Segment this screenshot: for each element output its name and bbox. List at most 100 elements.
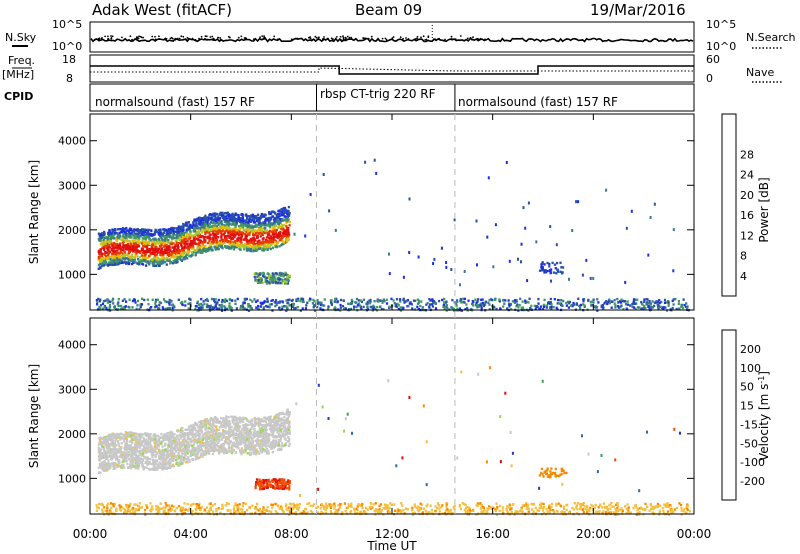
power-cell xyxy=(151,257,154,261)
power-cell xyxy=(373,158,376,162)
velocity-cell xyxy=(102,438,105,442)
power-cell xyxy=(113,243,116,247)
power-cell xyxy=(433,301,437,304)
power-cell xyxy=(143,242,146,245)
power-cell xyxy=(370,306,373,309)
power-cell xyxy=(115,250,119,254)
power-cell xyxy=(191,247,194,250)
power-cell xyxy=(202,248,205,251)
power-cell xyxy=(257,213,260,216)
velocity-cell xyxy=(181,439,184,442)
power-cell xyxy=(247,239,250,242)
power-cell xyxy=(168,307,171,310)
power-cell xyxy=(115,261,119,264)
power-cell xyxy=(98,263,102,266)
power-cell xyxy=(231,245,234,248)
power-cell xyxy=(254,223,257,226)
power-cell xyxy=(134,232,137,235)
power-cell xyxy=(284,207,287,210)
power-cell xyxy=(245,238,248,241)
power-cell xyxy=(201,219,204,222)
power-cell xyxy=(261,227,264,230)
power-cell xyxy=(185,253,189,256)
power-cell xyxy=(130,247,134,251)
power-cell xyxy=(258,219,261,223)
power-cell xyxy=(601,303,604,307)
power-cell xyxy=(559,261,562,264)
power-cell xyxy=(613,302,616,305)
power-cell xyxy=(256,299,259,302)
power-cell xyxy=(585,258,588,262)
power-cell xyxy=(208,216,211,220)
power-cell xyxy=(119,235,122,238)
power-cell xyxy=(161,257,164,260)
noise-search-point xyxy=(450,38,453,40)
power-cell xyxy=(136,262,139,265)
power-cell xyxy=(176,256,179,259)
power-cell xyxy=(267,240,270,243)
velocity-cell xyxy=(191,447,194,450)
velocity-cell xyxy=(166,434,169,437)
power-cell xyxy=(269,247,272,251)
cpid-segment-3: normalsound (fast) 157 RF xyxy=(458,95,618,109)
velocity-cell xyxy=(129,431,132,434)
power-cell xyxy=(196,242,199,246)
power-cell xyxy=(106,298,109,301)
noise-panel: N.Sky 10^5 10^0 10^5 10^0 N.Search xyxy=(5,18,796,53)
power-cell xyxy=(256,240,259,243)
power-cell xyxy=(250,214,253,217)
power-cell xyxy=(221,247,224,250)
power-cell xyxy=(678,307,681,310)
power-cell xyxy=(123,257,126,260)
power-cell xyxy=(167,230,170,233)
noise-search-point xyxy=(142,36,145,39)
power-cell xyxy=(263,215,266,218)
power-cell xyxy=(535,240,538,244)
power-cell xyxy=(108,241,111,245)
power-cell xyxy=(137,245,141,248)
power-cell xyxy=(241,216,244,220)
power-cell xyxy=(245,220,248,224)
power-cell xyxy=(249,226,252,229)
velocity-cell xyxy=(265,440,268,444)
power-cell xyxy=(101,252,104,255)
power-cell xyxy=(231,215,234,218)
power-cell xyxy=(582,298,585,301)
power-cell xyxy=(155,256,158,259)
power-cell xyxy=(545,304,549,307)
power-cell xyxy=(160,251,163,254)
power-cell xyxy=(330,299,333,302)
power-cell xyxy=(117,237,120,240)
power-cell xyxy=(116,243,119,246)
velocity-cell xyxy=(280,431,283,434)
noise-search-point xyxy=(107,37,110,40)
power-cbar-label: Power [dB] xyxy=(757,177,771,242)
power-cell xyxy=(205,250,208,253)
velocity-cell xyxy=(148,435,151,438)
power-cell xyxy=(280,274,283,278)
power-cell xyxy=(211,240,214,244)
power-cell xyxy=(133,230,136,233)
velocity-cell xyxy=(141,461,144,464)
power-cell xyxy=(390,297,393,301)
power-cell xyxy=(286,273,289,277)
power-cell xyxy=(649,216,652,219)
power-cell xyxy=(243,300,246,303)
velocity-cell xyxy=(200,448,204,451)
power-cell xyxy=(224,245,227,248)
power-cell xyxy=(542,308,545,311)
power-cell xyxy=(255,245,258,248)
power-cell xyxy=(243,307,246,310)
power-cell xyxy=(141,237,144,240)
power-cell xyxy=(475,304,478,307)
power-cell xyxy=(125,240,128,243)
velocity-cell xyxy=(100,461,103,464)
power-cell xyxy=(385,298,388,302)
power-cell xyxy=(231,229,235,232)
power-cell xyxy=(136,235,139,238)
power-cell xyxy=(129,247,132,251)
power-cell xyxy=(99,266,102,270)
colorbar-tick-label: 24 xyxy=(740,169,754,182)
power-cell xyxy=(592,298,595,301)
power-cell xyxy=(99,243,102,246)
